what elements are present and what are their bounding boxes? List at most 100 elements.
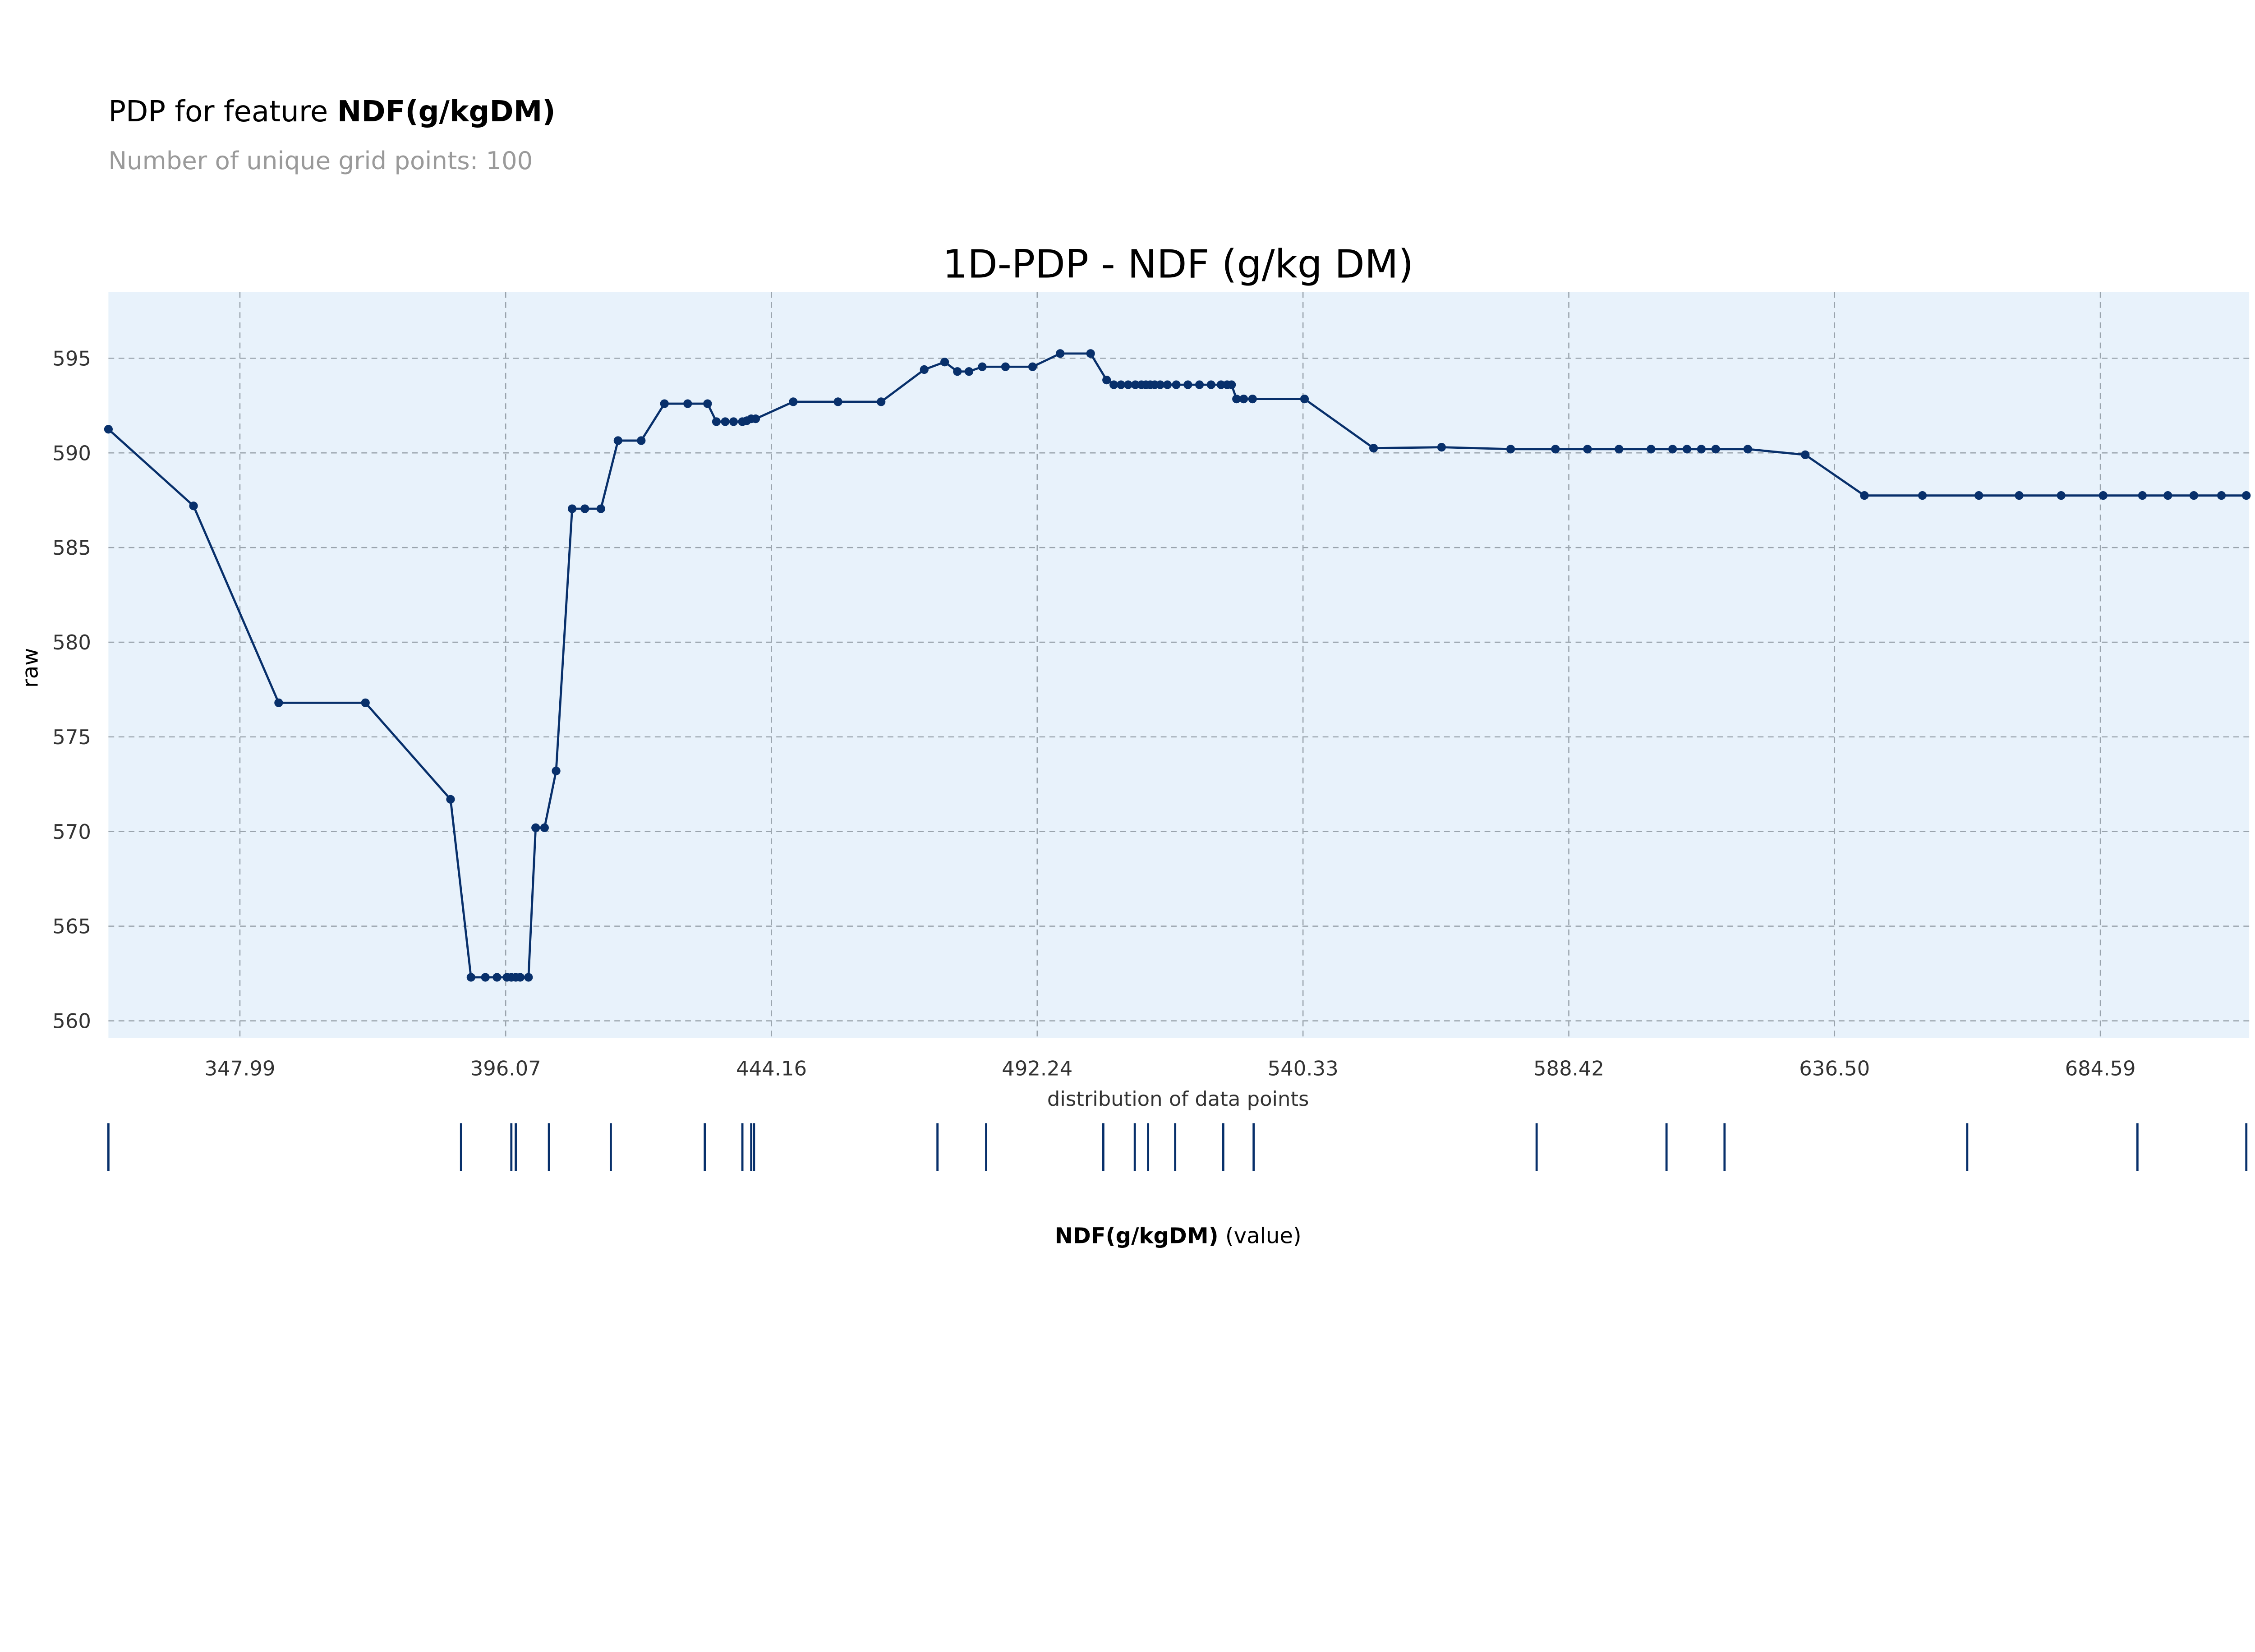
x-tick-label: 636.50: [1799, 1057, 1870, 1081]
pdp-point: [2163, 491, 2172, 500]
pdp-point: [1248, 394, 1257, 404]
pdp-point: [2099, 491, 2108, 500]
pdp-point: [580, 504, 589, 513]
x-tick-label: 347.99: [204, 1057, 275, 1081]
pdp-point: [2057, 491, 2066, 500]
distribution-rug: [107, 1123, 2248, 1171]
pdp-point: [1155, 380, 1165, 389]
pdp-point: [1116, 380, 1126, 389]
pdp-point: [1195, 380, 1204, 389]
pdp-point: [596, 504, 605, 513]
pdp-point: [940, 358, 949, 367]
pdp-point: [2189, 491, 2198, 500]
chart-title: 1D-PDP - NDF (g/kg DM): [943, 242, 1413, 287]
y-tick-label: 590: [52, 441, 91, 465]
x-tick-label: 588.42: [1533, 1057, 1604, 1081]
pdp-point: [1615, 445, 1624, 454]
y-tick-label: 565: [52, 915, 91, 939]
pdp-point: [1743, 445, 1752, 454]
pdp-point: [1183, 380, 1192, 389]
pdp-point: [1163, 380, 1172, 389]
pdp-point: [524, 973, 533, 982]
pdp-point: [567, 504, 577, 513]
pdp-point: [703, 399, 712, 408]
pdp-point: [492, 973, 502, 982]
pdp-point: [660, 399, 669, 408]
pdp-point: [1668, 445, 1677, 454]
pdp-point: [1102, 376, 1111, 385]
pdp-point: [637, 436, 646, 445]
pdp-point: [751, 414, 760, 423]
pdp-point: [104, 425, 113, 434]
pdp-point: [1697, 445, 1706, 454]
distribution-x-label: NDF(g/kgDM) (value): [1055, 1223, 1302, 1248]
figure-title: PDP for feature NDF(g/kgDM): [108, 95, 555, 129]
pdp-point: [1001, 362, 1010, 371]
pdp-point: [1216, 380, 1225, 389]
pdp-point: [1711, 445, 1720, 454]
pdp-point: [531, 823, 540, 832]
pdp-point: [1227, 380, 1236, 389]
pdp-point: [1300, 394, 1309, 404]
pdp-series: [104, 349, 2251, 982]
x-tick-label: 444.16: [736, 1057, 807, 1081]
pdp-point: [1123, 380, 1133, 389]
plot-area: [108, 292, 2250, 1038]
pdp-point: [729, 417, 738, 426]
pdp-point: [1551, 445, 1560, 454]
y-tick-label: 560: [52, 1009, 91, 1033]
distribution-title: distribution of data points: [1047, 1087, 1309, 1111]
pdp-point: [2015, 491, 2024, 500]
pdp-point: [1232, 394, 1241, 404]
pdp-point: [964, 367, 974, 376]
y-tick-label: 595: [52, 346, 91, 370]
pdp-point: [1028, 362, 1037, 371]
x-tick-label: 492.24: [1002, 1057, 1072, 1081]
pdp-point: [1860, 491, 1869, 500]
y-tick-label: 580: [52, 630, 91, 654]
pdp-point: [1239, 394, 1248, 404]
y-tick-label: 570: [52, 820, 91, 844]
x-tick-label: 540.33: [1268, 1057, 1339, 1081]
pdp-point: [1918, 491, 1927, 500]
pdp-point: [540, 823, 549, 832]
pdp-point: [1647, 445, 1656, 454]
pdp-point: [515, 973, 525, 982]
pdp-point: [953, 367, 962, 376]
x-tick-label: 684.59: [2065, 1057, 2136, 1081]
pdp-point: [683, 399, 692, 408]
pdp-point: [1206, 380, 1215, 389]
pdp-point: [274, 698, 283, 707]
pdp-point: [481, 973, 490, 982]
pdp-point: [1131, 380, 1140, 389]
pdp-point: [1172, 380, 1181, 389]
pdp-point: [721, 417, 730, 426]
pdp-point: [1801, 450, 1810, 460]
y-tick-label: 575: [52, 725, 91, 749]
pdp-point: [1369, 444, 1378, 453]
pdp-point: [466, 973, 475, 982]
pdp-point: [1682, 445, 1692, 454]
pdp-point: [712, 417, 721, 426]
pdp-point: [1056, 349, 1065, 358]
pdp-point: [2242, 491, 2251, 500]
pdp-point: [1583, 445, 1592, 454]
pdp-point: [613, 436, 622, 445]
pdp-point: [1974, 491, 1983, 500]
pdp-point: [2138, 491, 2147, 500]
axis-ticks: 347.99 396.07 444.16 492.24 540.33 588.42 636.…: [52, 346, 2135, 1080]
y-axis-label: raw: [18, 648, 43, 688]
pdp-point: [446, 795, 455, 804]
pdp-point: [920, 365, 929, 374]
pdp-point: [833, 397, 842, 406]
pdp-point: [978, 362, 987, 371]
pdp-point: [789, 397, 798, 406]
pdp-point: [877, 397, 886, 406]
pdp-figure: PDP for feature NDF(g/kgDM) Number of un…: [18, 95, 2251, 1248]
pdp-point: [1109, 380, 1118, 389]
figure-subtitle: Number of unique grid points: 100: [108, 146, 533, 175]
pdp-point: [1437, 443, 1446, 452]
pdp-point: [1086, 349, 1095, 358]
x-tick-label: 396.07: [470, 1057, 541, 1081]
y-tick-label: 585: [52, 536, 91, 560]
